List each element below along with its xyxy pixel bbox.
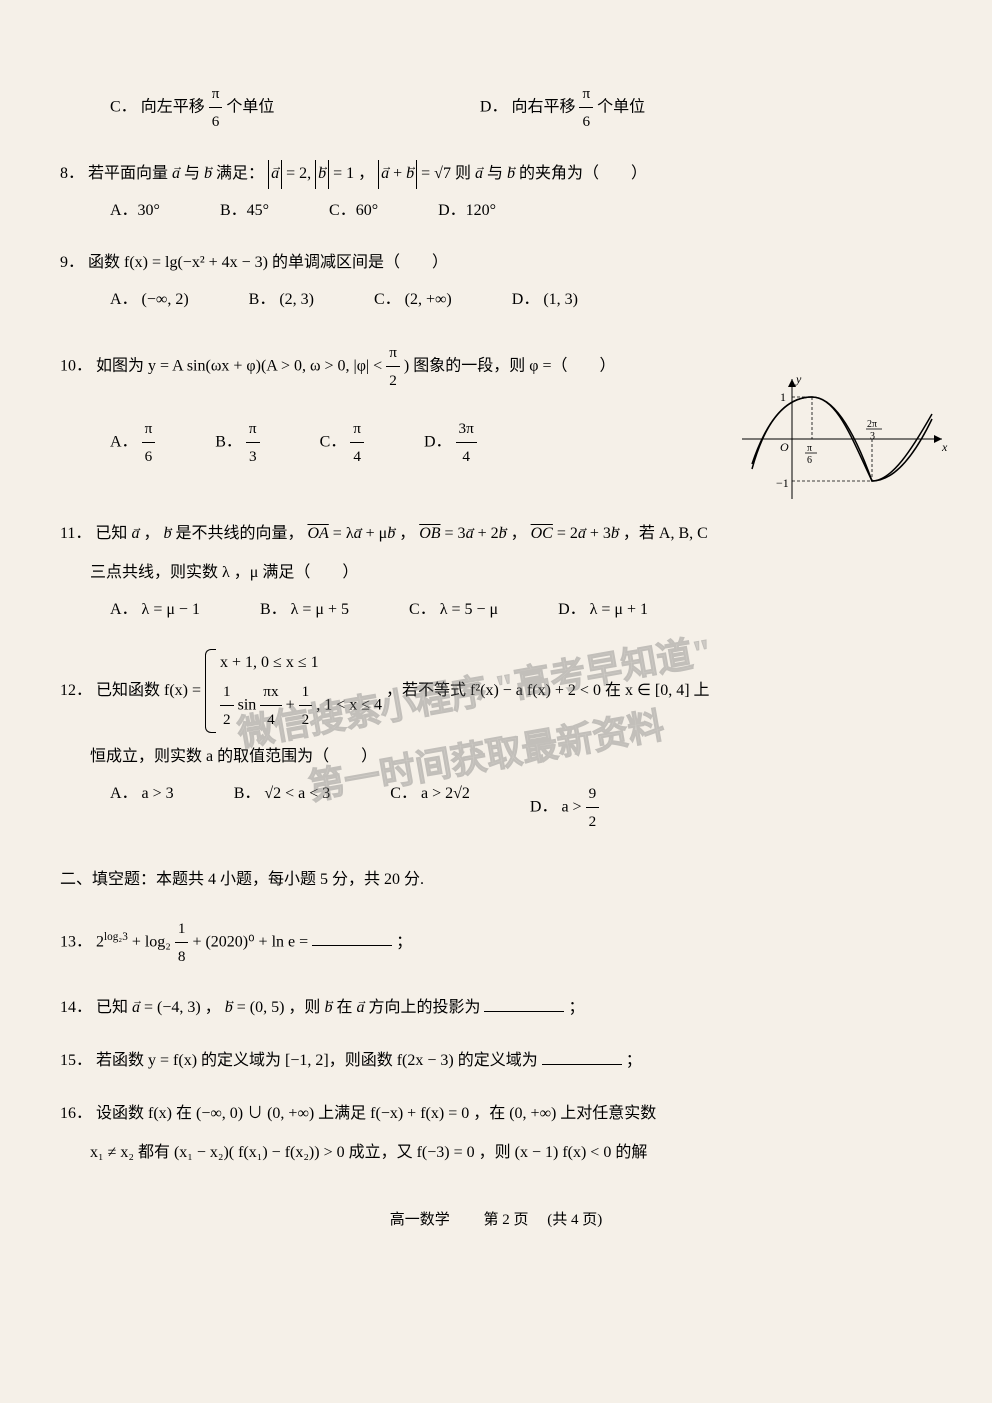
- blank-15: [542, 1049, 622, 1065]
- question-12: 12． 已知函数 f(x) = x + 1, 0 ≤ x ≤ 1 12 sin …: [60, 649, 932, 836]
- svg-text:6: 6: [807, 455, 812, 466]
- question-13: 13． 2log₂3 + log₂ 18 + (2020)⁰ + ln e = …: [60, 915, 932, 971]
- q8-option-b: B．45°: [220, 197, 269, 226]
- question-10: 10． 如图为 y = A sin(ωx + φ)(A > 0, ω > 0, …: [60, 339, 932, 470]
- question-14: 14． 已知 a = (−4, 3) ， b = (0, 5) ，则 b 在 a…: [60, 994, 932, 1023]
- q8-option-d: D．120°: [438, 197, 496, 226]
- q11-option-b: B． λ = μ + 5: [260, 596, 349, 625]
- q10-option-c: C． π4: [320, 415, 364, 471]
- question-9: 9． 函数 f(x) = lg(−x² + 4x − 3) 的单调减区间是（ ）…: [60, 249, 932, 315]
- svg-text:2π: 2π: [867, 419, 877, 430]
- question-11: 11． 已知 a ， b 是不共线的向量， OA = λa + μb ， OB …: [60, 520, 932, 624]
- q7-option-c: C． 向左平移 π 6 个单位: [110, 80, 480, 136]
- q10-option-b: B． π3: [215, 415, 259, 471]
- q8-option-a: A．30°: [110, 197, 160, 226]
- svg-text:−1: −1: [776, 476, 789, 490]
- q9-option-d: D． (1, 3): [512, 286, 578, 315]
- q8-option-c: C．60°: [329, 197, 378, 226]
- section-2-title: 二、填空题：本题共 4 小题，每小题 5 分，共 20 分.: [60, 866, 932, 895]
- q11-option-a: A． λ = μ − 1: [110, 596, 200, 625]
- q11-option-d: D． λ = μ + 1: [558, 596, 648, 625]
- q9-option-b: B． (2, 3): [249, 286, 314, 315]
- blank-13: [312, 930, 392, 946]
- question-8: 8． 若平面向量 a 与 b 满足： a = 2, b = 1 ， a + b …: [60, 160, 932, 226]
- q11-option-c: C． λ = 5 − μ: [409, 596, 498, 625]
- svg-text:3: 3: [870, 431, 875, 442]
- q12-option-d: D． a > 92: [530, 780, 599, 836]
- svg-text:x: x: [941, 440, 948, 454]
- q12-option-c: C． a > 2√2: [390, 780, 470, 836]
- svg-text:π: π: [807, 443, 812, 454]
- q10-option-d: D． 3π4: [424, 415, 477, 471]
- question-16: 16． 设函数 f(x) 在 (−∞, 0) ∪ (0, +∞) 上满足 f(−…: [60, 1100, 932, 1168]
- page-footer: 高一数学 第 2 页 (共 4 页): [60, 1207, 932, 1234]
- q12-option-a: A． a > 3: [110, 780, 174, 836]
- question-7-tail: C． 向左平移 π 6 个单位 D． 向右平移 π 6 个单位: [60, 80, 932, 136]
- q10-graph: y x O 1 −1 π 6 2π 3: [732, 369, 952, 509]
- svg-text:O: O: [780, 440, 789, 454]
- q12-option-b: B． √2 < a < 3: [234, 780, 331, 836]
- blank-14: [484, 996, 564, 1012]
- question-15: 15． 若函数 y = f(x) 的定义域为 [−1, 2]，则函数 f(2x …: [60, 1047, 932, 1076]
- svg-text:y: y: [795, 372, 802, 386]
- q9-option-a: A． (−∞, 2): [110, 286, 189, 315]
- q9-option-c: C． (2, +∞): [374, 286, 452, 315]
- q7-option-d: D． 向右平移 π 6 个单位: [480, 80, 850, 136]
- svg-text:1: 1: [780, 390, 786, 404]
- q10-option-a: A． π6: [110, 415, 155, 471]
